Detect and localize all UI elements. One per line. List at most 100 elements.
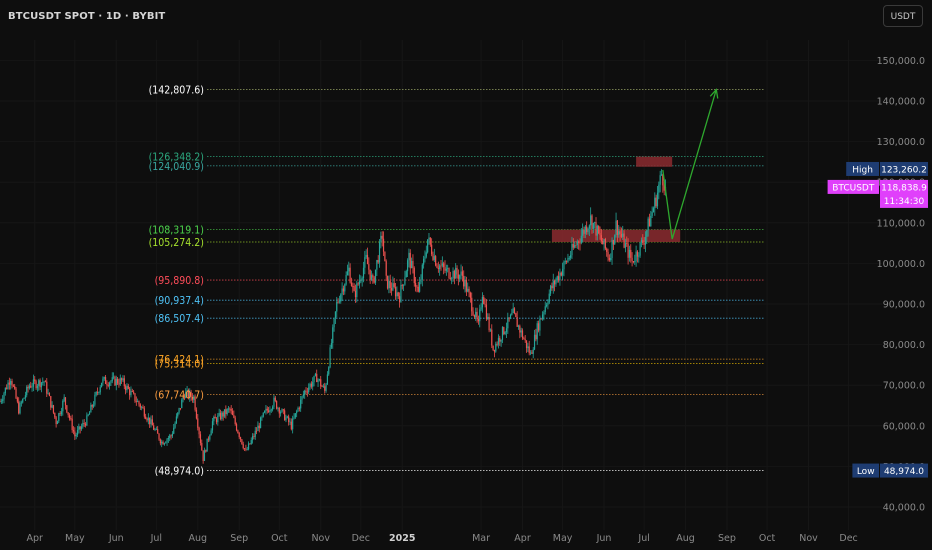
candle-body bbox=[146, 418, 148, 421]
candle-body bbox=[306, 391, 308, 393]
price-tick-label: 90,000.0 bbox=[883, 300, 925, 311]
time-tick-label: Jul bbox=[637, 533, 649, 544]
candle-body bbox=[444, 267, 446, 271]
candle-body bbox=[564, 261, 566, 263]
candle-body bbox=[91, 405, 93, 407]
candle-body bbox=[378, 241, 381, 263]
candle-body bbox=[314, 373, 316, 376]
candle-body bbox=[203, 450, 206, 461]
time-tick-label: Sep bbox=[718, 533, 736, 544]
price-tick-label: 140,000.0 bbox=[877, 97, 925, 108]
candle-body bbox=[182, 397, 184, 400]
candle-body bbox=[193, 396, 195, 400]
currency-button[interactable]: USDT bbox=[883, 5, 923, 27]
candle-body bbox=[468, 288, 470, 293]
time-tick-label: Aug bbox=[189, 533, 208, 544]
candle-body bbox=[643, 243, 645, 245]
candle-body bbox=[634, 261, 636, 263]
candle-body bbox=[338, 301, 341, 303]
candle-body bbox=[519, 325, 521, 333]
candle-body bbox=[95, 391, 97, 395]
candle-body bbox=[543, 311, 545, 315]
candle-body bbox=[337, 301, 339, 303]
candle-body bbox=[87, 414, 89, 416]
candle-body bbox=[457, 274, 459, 279]
candle-body bbox=[628, 249, 631, 258]
candle-body bbox=[658, 184, 660, 193]
candle-body bbox=[607, 251, 609, 258]
candle-body bbox=[245, 448, 247, 450]
candle-body bbox=[638, 255, 640, 257]
candle-body bbox=[412, 260, 414, 269]
time-tick-label: Apr bbox=[514, 533, 531, 544]
candle-body bbox=[612, 240, 614, 245]
candle-body bbox=[540, 318, 542, 320]
candle-body bbox=[402, 284, 405, 286]
candle-body bbox=[285, 417, 287, 421]
candle-body bbox=[620, 234, 623, 237]
symbol-title: BTCUSDT SPOT · 1D · BYBIT bbox=[8, 11, 166, 22]
candle-body bbox=[296, 411, 298, 414]
candle-body bbox=[79, 426, 81, 430]
candle-body bbox=[449, 278, 451, 279]
badge-value: 123,260.2 bbox=[881, 165, 927, 175]
candle-body bbox=[487, 316, 489, 320]
candle-body bbox=[274, 397, 276, 401]
candle-body bbox=[234, 417, 236, 425]
time-tick-label: 2025 bbox=[389, 533, 415, 544]
candle-body bbox=[425, 252, 427, 257]
candle-body bbox=[496, 343, 498, 345]
badge-value-bg bbox=[880, 179, 928, 208]
candle-body bbox=[100, 382, 103, 388]
candle-body bbox=[587, 228, 589, 233]
candle-body bbox=[596, 226, 598, 236]
candle-body bbox=[513, 308, 516, 314]
candle-body bbox=[640, 240, 643, 243]
price-tick-label: 130,000.0 bbox=[877, 137, 925, 148]
candle-body bbox=[302, 394, 304, 397]
candle-body bbox=[491, 329, 493, 346]
candle-body bbox=[374, 269, 377, 283]
candle-body bbox=[293, 417, 295, 419]
candle-body bbox=[481, 296, 484, 308]
candle-body bbox=[627, 243, 629, 258]
candle-body bbox=[560, 272, 562, 276]
candle-body bbox=[158, 433, 160, 440]
candle-body bbox=[652, 208, 655, 213]
candle-body bbox=[309, 383, 311, 388]
candle-body bbox=[8, 382, 10, 385]
candle-body bbox=[68, 414, 71, 419]
candle-body bbox=[563, 261, 565, 270]
candle-body bbox=[280, 412, 282, 414]
candle-body bbox=[439, 265, 441, 270]
candle-body bbox=[170, 435, 172, 437]
candle-body bbox=[190, 391, 192, 398]
badge-countdown: 11:34:30 bbox=[884, 197, 925, 207]
candle-body bbox=[258, 425, 260, 429]
candle-body bbox=[56, 421, 59, 425]
candle-body bbox=[572, 244, 574, 248]
candle-body bbox=[334, 311, 337, 319]
candle-body bbox=[226, 409, 228, 415]
candle-body bbox=[218, 412, 220, 416]
candle-body bbox=[107, 384, 109, 386]
candle-body bbox=[549, 285, 552, 294]
candle-body bbox=[214, 416, 216, 419]
candle-body bbox=[174, 423, 176, 428]
candle-body bbox=[126, 385, 128, 391]
candle-body bbox=[372, 275, 374, 278]
candle-body bbox=[92, 404, 95, 407]
candle-body bbox=[432, 254, 434, 260]
badge-value-bg bbox=[880, 463, 928, 478]
candle-body bbox=[127, 385, 129, 389]
price-axis: 40,000.050,000.060,000.070,000.080,000.0… bbox=[877, 56, 925, 514]
candle-body bbox=[416, 286, 418, 288]
candle-body bbox=[515, 313, 517, 317]
candle-body bbox=[324, 386, 326, 391]
candle-body bbox=[456, 267, 458, 275]
candle-body bbox=[12, 385, 14, 387]
candle-body bbox=[313, 375, 315, 383]
candle-body bbox=[310, 383, 312, 387]
candle-body bbox=[14, 386, 16, 389]
